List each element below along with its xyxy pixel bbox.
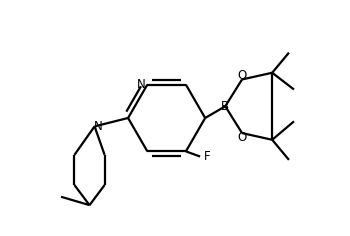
Text: F: F xyxy=(204,150,211,163)
Text: B: B xyxy=(221,100,229,113)
Text: N: N xyxy=(137,78,146,91)
Text: O: O xyxy=(237,69,247,82)
Text: N: N xyxy=(94,120,103,133)
Text: O: O xyxy=(237,131,247,143)
